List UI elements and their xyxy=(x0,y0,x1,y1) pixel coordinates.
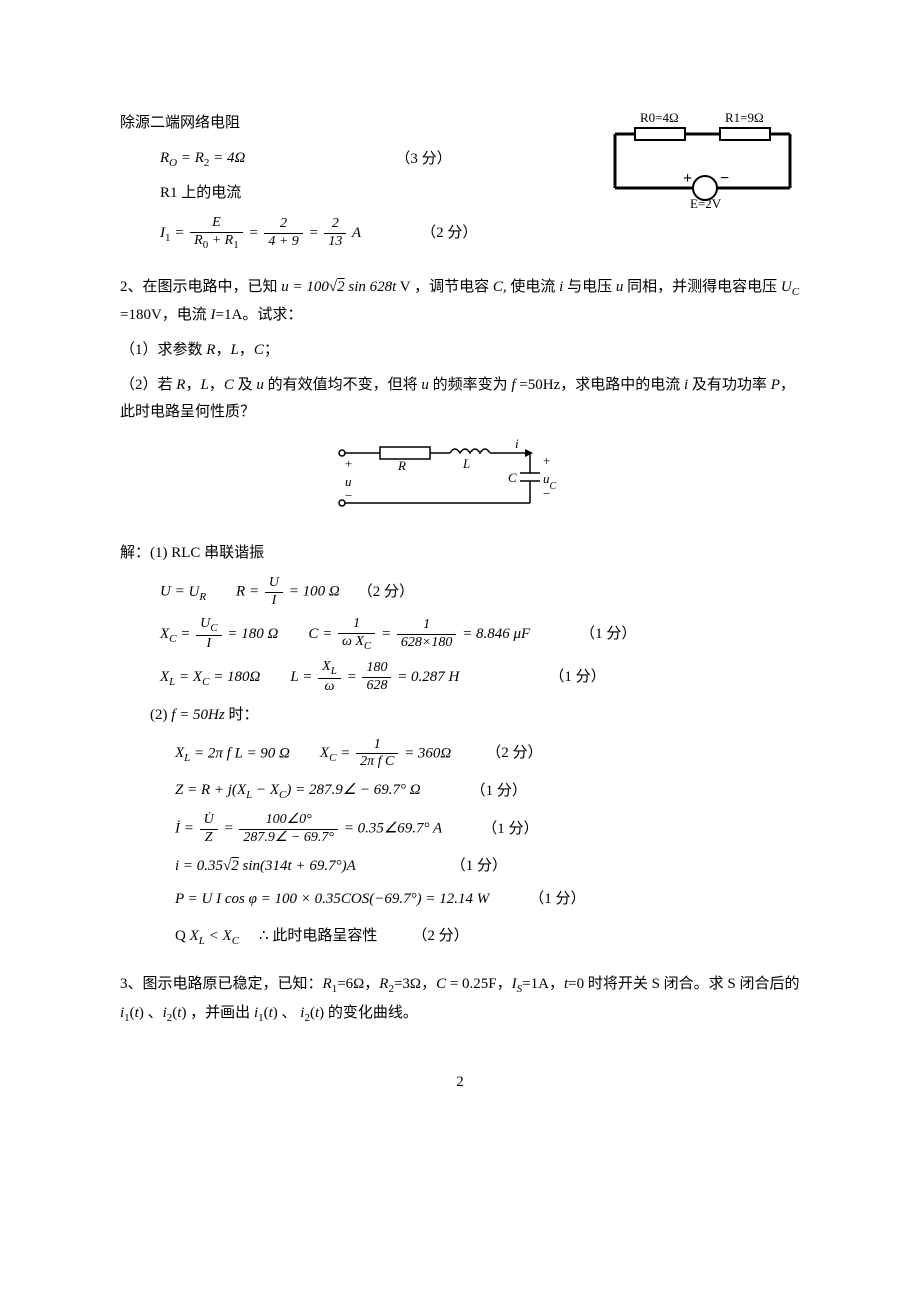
section-1: R0=4Ω R1=9Ω + − E=2V 除源二端网络电阻 RO = R2 = … xyxy=(120,110,800,258)
svg-text:−: − xyxy=(720,170,729,187)
svg-text:i: i xyxy=(515,438,519,451)
score: （1 分） xyxy=(529,886,585,913)
part2-header: (2) f = 50Hz 时： xyxy=(120,702,800,729)
svg-text:u: u xyxy=(345,474,352,489)
score: （1 分） xyxy=(482,816,538,843)
svg-text:+: + xyxy=(683,170,692,187)
svg-text:+: + xyxy=(345,456,352,471)
eq-xl2: XL = 2π f L = 90 ΩXC = 12π f C = 360Ω xyxy=(175,737,451,772)
svg-text:−: − xyxy=(543,486,550,501)
circuit-diagram-1: R0=4Ω R1=9Ω + − E=2V xyxy=(605,110,800,220)
score: （1 分） xyxy=(471,778,527,805)
eq-i-phasor: İ = U̇Z = 100∠0°287.9∠ − 69.7° = 0.35∠69… xyxy=(175,812,442,847)
eq-z: Z = R + j(XL − XC) = 287.9∠ − 69.7° Ω xyxy=(175,777,421,806)
eq-i1: I1 = ER0 + R1 = 24 + 9 = 213 A xyxy=(160,215,361,252)
sec3-prompt: 3、图示电路原已稳定，已知：R1=6Ω，R2=3Ω，C = 0.25F，IS=1… xyxy=(120,971,800,1029)
sec2-q1: （1）求参数 R，L，C； xyxy=(120,337,800,364)
score-2: （2 分） xyxy=(421,220,477,247)
svg-text:L: L xyxy=(462,456,470,471)
e-label: E=2V xyxy=(690,196,722,210)
eq-u-ur: U = URR = UI = 100 Ω xyxy=(160,575,340,610)
eq-conclusion: Q XL < XC∴ 此时电路呈容性 xyxy=(175,923,377,952)
eq-ro: RO = R2 = 4Ω xyxy=(160,145,245,174)
svg-text:+: + xyxy=(543,453,550,468)
svg-text:R: R xyxy=(397,458,406,473)
sec2-q2: （2）若 R，L，C 及 u 的有效值均不变，但将 u 的频率变为 f =50H… xyxy=(120,372,800,426)
page-number: 2 xyxy=(120,1069,800,1096)
sol-header: 解：(1) RLC 串联谐振 xyxy=(120,540,800,567)
eq-xc: XC = UCI = 180 ΩC = 1ω XC = 1628×180 = 8… xyxy=(160,616,530,653)
score: （1 分） xyxy=(451,853,507,880)
sec2-prompt: 2、在图示电路中，已知 u = 100√2 sin 628t V ，调节电容 C… xyxy=(120,274,800,330)
score: （1 分） xyxy=(549,664,605,691)
eq-xl: XL = XC = 180ΩL = XLω = 180628 = 0.287 H xyxy=(160,659,459,696)
score: （2 分） xyxy=(486,740,542,767)
r0-label: R0=4Ω xyxy=(640,110,679,125)
score: （2 分） xyxy=(358,579,414,606)
score-3: （3 分） xyxy=(395,146,451,173)
circuit-diagram-2: R L i C + u − + uC − xyxy=(120,438,800,528)
svg-text:−: − xyxy=(345,488,352,503)
score: （1 分） xyxy=(580,621,636,648)
svg-text:C: C xyxy=(508,470,517,485)
eq-p: P = U I cos φ = 100 × 0.35COS(−69.7°) = … xyxy=(175,886,489,913)
eq-i-time: i = 0.35√2 sin(314t + 69.7°)A xyxy=(175,853,356,880)
score: （2 分） xyxy=(412,923,468,950)
r1-label: R1=9Ω xyxy=(725,110,764,125)
